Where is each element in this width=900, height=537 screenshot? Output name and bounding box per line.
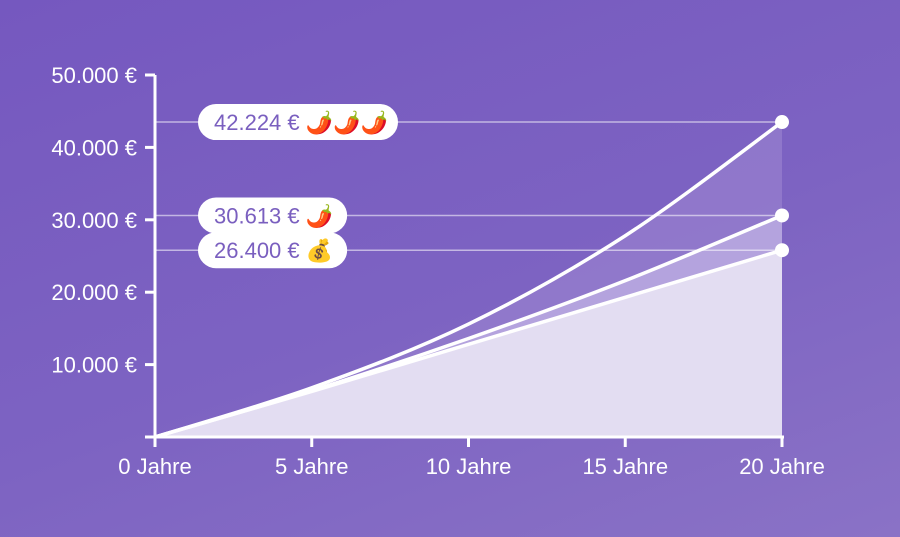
series-3-callout: 26.400 € 💰 — [198, 232, 348, 269]
x-tick-label: 0 Jahre — [118, 454, 191, 479]
series-1-callout-label: 42.224 € 🌶️🌶️🌶️ — [214, 110, 388, 136]
axes — [145, 75, 784, 439]
y-tick-label: 50.000 € — [51, 63, 137, 88]
series-3-line — [154, 248, 783, 439]
series-1-callout-bg — [198, 104, 398, 141]
series-2-callout: 30.613 € 🌶️ — [198, 197, 348, 234]
y-tick-label: 10.000 € — [51, 353, 137, 378]
y-tick-label: 20.000 € — [51, 280, 137, 305]
end-points — [775, 115, 789, 258]
area-fills — [155, 122, 782, 437]
x-tick-label: 10 Jahre — [426, 454, 512, 479]
series-1-callout: 42.224 € 🌶️🌶️🌶️ — [198, 104, 398, 141]
series-2-callout-label: 30.613 € 🌶️ — [214, 203, 333, 229]
series-lines — [154, 120, 784, 439]
x-tick-label: 15 Jahre — [582, 454, 668, 479]
x-tick-label: 20 Jahre — [739, 454, 825, 479]
series-3-callout-label: 26.400 € 💰 — [214, 238, 333, 264]
value-callouts: 42.224 € 🌶️🌶️🌶️ 30.613 € 🌶️ 26.400 € 💰 — [198, 104, 398, 269]
x-ticks: 0 Jahre 5 Jahre 10 Jahre 15 Jahre 20 Jahre — [118, 437, 825, 479]
y-tick-label: 40.000 € — [51, 135, 137, 160]
series-2-callout-bg — [198, 197, 348, 234]
y-tick-label: 30.000 € — [51, 208, 137, 233]
series-3-callout-bg — [198, 232, 348, 269]
series-1-end-point — [775, 115, 789, 130]
x-tick-label: 5 Jahre — [275, 454, 348, 479]
y-ticks: 10.000 € 20.000 € 30.000 € 40.000 € 50.000 € — [51, 63, 155, 378]
series-2-end-point — [775, 208, 789, 223]
series-3-end-point — [775, 243, 789, 258]
series-3-area — [155, 250, 782, 437]
